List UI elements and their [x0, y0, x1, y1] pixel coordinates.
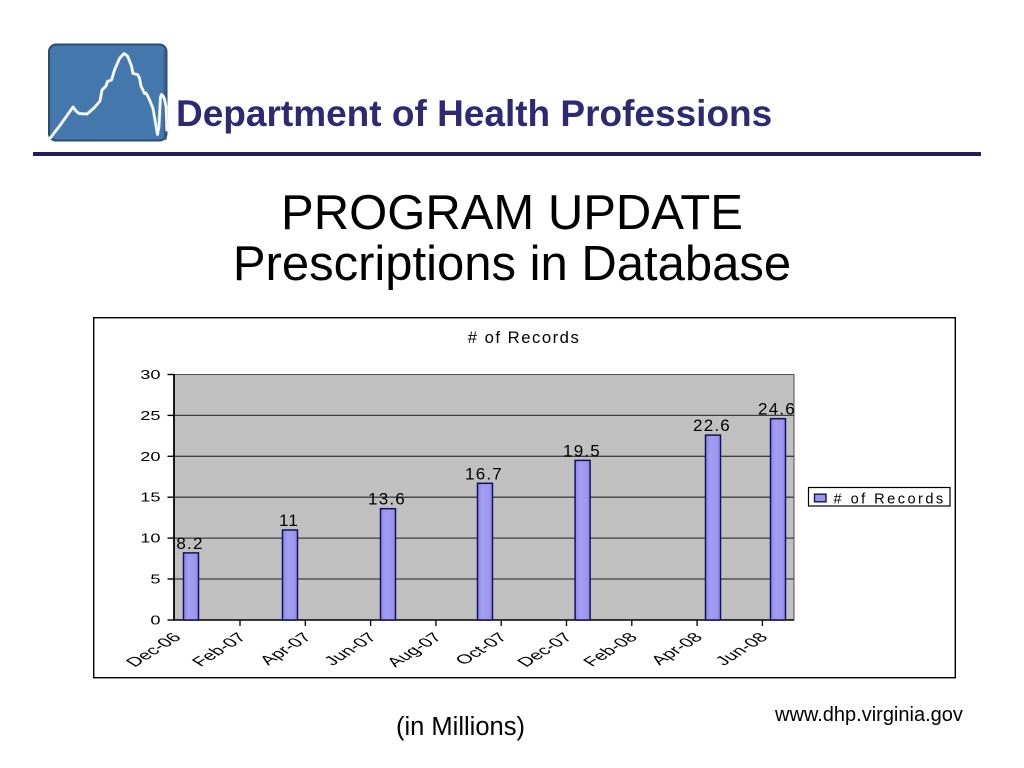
svg-text:22.6: 22.6 [693, 416, 731, 435]
svg-text:19.5: 19.5 [563, 441, 601, 460]
svg-text:15: 15 [140, 491, 160, 505]
svg-text:0: 0 [150, 614, 160, 628]
svg-text:10: 10 [140, 532, 160, 546]
svg-text:24.6: 24.6 [758, 400, 796, 419]
svg-text:30: 30 [140, 368, 160, 382]
svg-text:25: 25 [140, 409, 160, 423]
svg-text:5: 5 [150, 573, 160, 587]
svg-text:20: 20 [140, 450, 160, 464]
svg-text:11: 11 [279, 511, 299, 530]
svg-text:# of Records: # of Records [834, 492, 946, 508]
svg-text:13.6: 13.6 [368, 490, 406, 509]
svg-text:# of Records: # of Records [468, 328, 581, 347]
svg-text:8.2: 8.2 [176, 534, 203, 553]
svg-text:16.7: 16.7 [465, 464, 503, 483]
